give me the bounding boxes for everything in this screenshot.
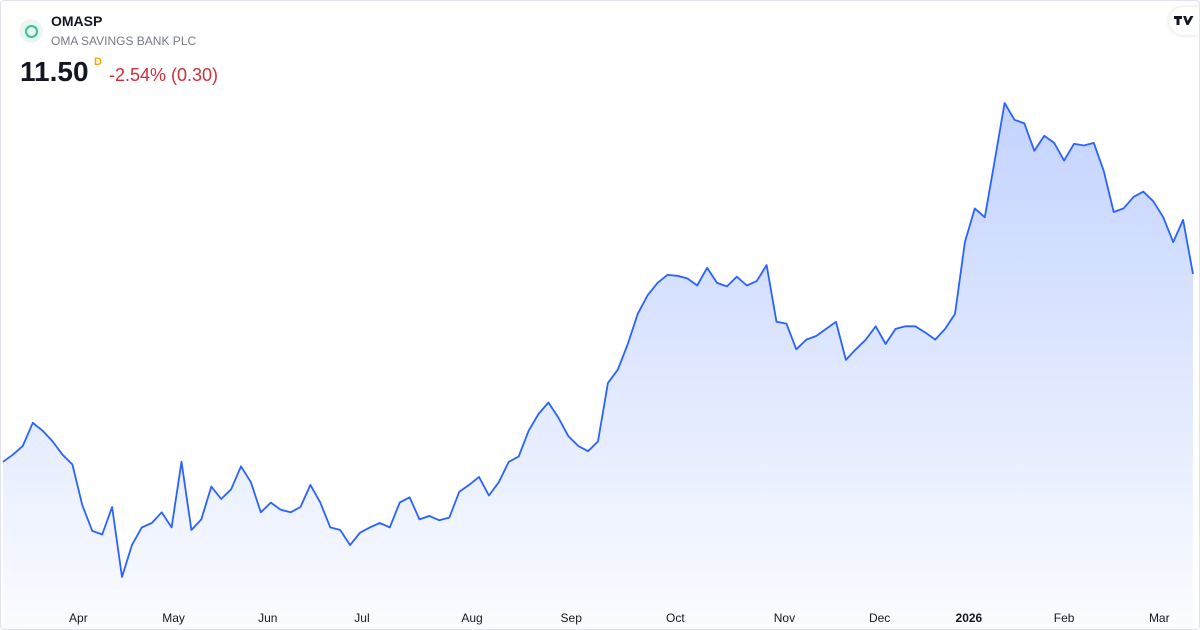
x-tick-label: Dec	[869, 611, 890, 625]
company-name: OMA SAVINGS BANK PLC	[51, 34, 197, 48]
x-tick-label: Apr	[69, 611, 88, 625]
tradingview-logo[interactable]	[1169, 7, 1199, 35]
x-tick-label: Nov	[774, 611, 795, 625]
area-fill	[3, 103, 1193, 629]
symbol-logo	[19, 19, 43, 43]
interval: D	[94, 56, 102, 68]
x-tick-label: 2026	[956, 611, 983, 625]
x-tick-label: Feb	[1054, 611, 1075, 625]
x-tick-label: Sep	[561, 611, 583, 625]
logo-icon	[1174, 16, 1194, 25]
symbol[interactable]: OMASP	[51, 13, 103, 29]
x-tick-label: Oct	[666, 611, 685, 625]
x-tick-label: Jun	[258, 611, 277, 625]
x-tick-label: Mar	[1149, 611, 1170, 625]
x-tick-label: Aug	[461, 611, 482, 625]
price: 11.50	[20, 56, 89, 87]
price-change: -2.54% (0.30)	[109, 65, 219, 85]
price-line	[2, 102, 1194, 578]
x-tick-label: May	[162, 611, 185, 625]
x-tick-label: Jul	[354, 611, 369, 625]
